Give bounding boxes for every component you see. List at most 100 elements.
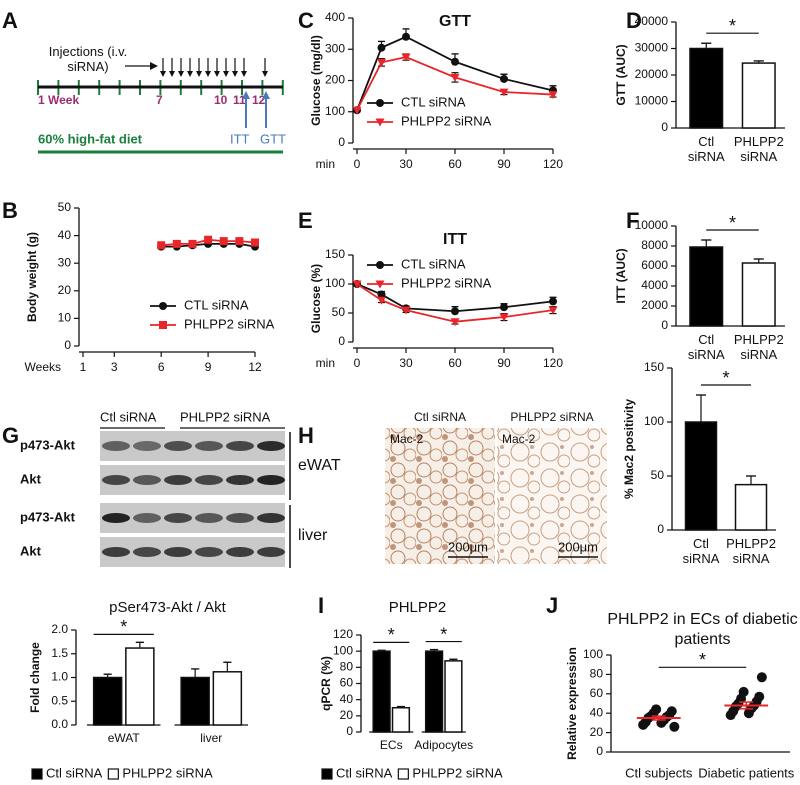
blot-band: [102, 441, 130, 451]
panel-label: G: [2, 423, 19, 448]
marker: [377, 58, 386, 67]
y-axis-label: Relative expression: [565, 647, 579, 760]
marker: [549, 297, 557, 306]
tissue-label: eWAT: [298, 457, 341, 474]
panel-label: I: [318, 593, 324, 618]
y-tick-label: 80: [590, 667, 604, 681]
y-axis-label: qPCR (%): [319, 656, 333, 711]
y-axis-label: GTT (AUC): [614, 44, 628, 105]
y-tick-label: 100: [644, 414, 664, 428]
significance-label: *: [729, 16, 736, 36]
x-tick-label: 120: [543, 157, 563, 171]
x-tick-label: 1: [80, 360, 87, 374]
legend-swatch: [107, 768, 119, 780]
data-point: [651, 704, 662, 715]
y-tick-label: 400: [325, 10, 345, 24]
y-tick-label: 60: [590, 686, 604, 700]
bar: [92, 676, 123, 726]
y-axis-label: Body weight (g): [25, 232, 39, 322]
week-label: 11: [233, 93, 246, 107]
legend-swatch: [31, 768, 43, 780]
x-tick-label: 60: [448, 356, 462, 370]
y-tick-label: 100: [333, 643, 353, 657]
arrow-head: [196, 71, 202, 77]
y-tick-label: 120: [333, 627, 353, 641]
x-tick-label: 30: [399, 356, 413, 370]
injections-label: Injections (i.v. siRNA): [48, 44, 128, 74]
blot-band: [195, 441, 223, 451]
blot-band: [164, 441, 192, 451]
legend-label: PHLPP2 siRNA: [401, 113, 492, 128]
significance-label: *: [120, 617, 127, 637]
y-tick-label: 200: [325, 73, 345, 87]
y-tick-label: 100: [583, 647, 603, 661]
y-tick-label: 300: [325, 41, 345, 55]
legend-label: PHLPP2 siRNA: [122, 765, 213, 780]
y-tick-label: 10000: [635, 94, 669, 108]
blot-row-label: Akt: [20, 543, 42, 558]
y-tick-label: 30: [58, 255, 72, 269]
legend-label: CTL siRNA: [401, 94, 466, 109]
blot-group: PHLPP2 siRNA: [180, 409, 271, 424]
y-tick-label: 0: [657, 522, 664, 536]
y-tick-label: 60: [340, 676, 354, 690]
x-tick-label: PHLPP2 siRNA: [733, 332, 784, 362]
arrow-head: [262, 71, 268, 77]
y-tick-label: 20: [58, 283, 72, 297]
histology-image: [497, 428, 607, 564]
series-line: [356, 283, 554, 323]
y-tick-label: 6000: [641, 258, 668, 272]
legend-label: PHLPP2 siRNA: [184, 316, 275, 331]
blot-strip: [100, 503, 285, 533]
bar: [125, 647, 155, 726]
chart-title: PHLPP2 in ECs of diabetic patients: [607, 611, 798, 648]
x-tick-label: 9: [205, 360, 212, 374]
blot-band: [226, 547, 254, 557]
x-tick-label: PHLPP2 siRNA: [733, 134, 784, 164]
week-label: 7: [156, 93, 163, 107]
arrow-head: [223, 71, 229, 77]
histology-group: PHLPP2 siRNA: [510, 410, 593, 424]
marker: [204, 235, 213, 244]
significance-label: *: [699, 650, 706, 670]
blot-band: [257, 475, 285, 485]
legend-label: Ctl siRNA: [336, 765, 393, 780]
y-axis-label: Glucose (mg/dl): [309, 35, 323, 126]
stain-label: Mac-2: [502, 432, 536, 446]
blot-band: [133, 513, 161, 523]
arrow-head: [262, 91, 270, 99]
y-tick-label: 50: [58, 200, 72, 214]
y-tick-label: 40: [590, 705, 604, 719]
stain-label: Mac-2: [390, 432, 424, 446]
blot-band: [195, 475, 223, 485]
panel-label: B: [2, 198, 18, 223]
legend-swatch: [321, 768, 333, 780]
y-tick-label: 8000: [641, 238, 668, 252]
x-tick-label: liver: [200, 731, 222, 745]
marker: [450, 73, 460, 82]
marker: [499, 313, 509, 322]
y-tick-label: 1.0: [51, 670, 68, 684]
blot-strip: [100, 537, 285, 567]
chart-title: PHLPP2: [389, 599, 447, 616]
marker: [548, 91, 558, 100]
legend-label: CTL siRNA: [184, 297, 249, 312]
chart-title: ITT: [443, 231, 467, 248]
blot-row-label: p473-Akt: [20, 509, 76, 524]
chart-title: pSer473-Akt / Akt: [109, 599, 227, 616]
blot-band: [226, 441, 254, 451]
blot-strip: [100, 431, 285, 461]
marker: [188, 239, 197, 248]
significance-label: *: [729, 213, 736, 233]
arrow-head: [214, 71, 220, 77]
y-tick-label: 40000: [635, 14, 669, 28]
x-tick-label: Ctl siRNA: [682, 536, 720, 566]
histology-image: [385, 428, 495, 564]
y-tick-label: 0.5: [51, 693, 68, 707]
blot-band: [226, 475, 254, 485]
series-line: [356, 56, 554, 111]
blot-row-label: p473-Akt: [20, 437, 76, 452]
arrow-head: [150, 62, 158, 70]
marker: [159, 321, 167, 329]
arrow-head: [187, 71, 193, 77]
